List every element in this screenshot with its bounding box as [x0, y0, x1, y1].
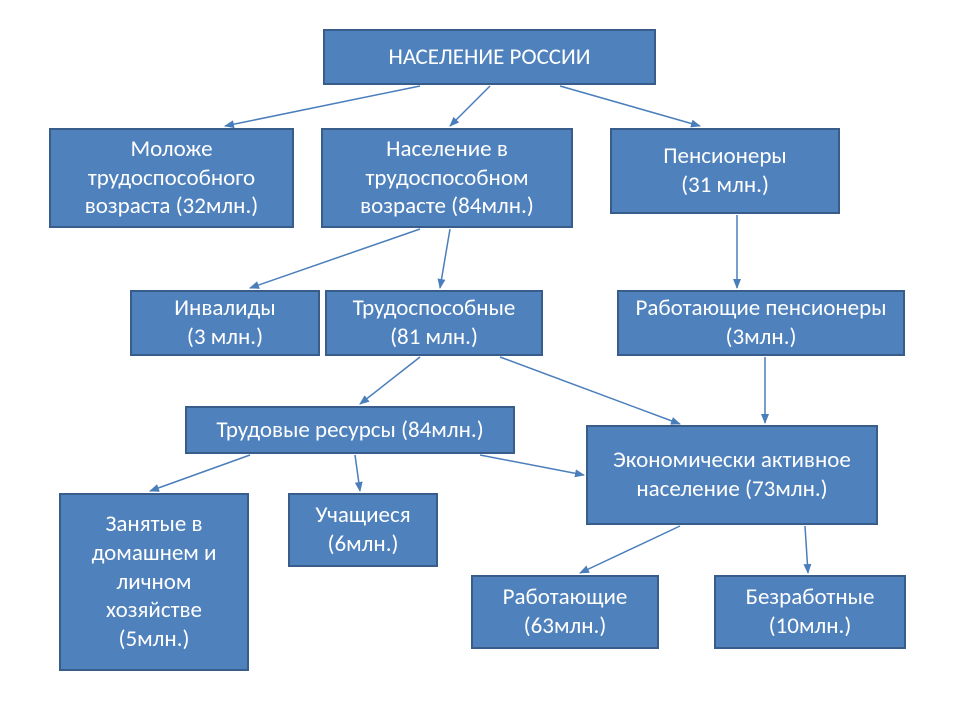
- node-label: Работающие (63млн.): [503, 583, 628, 641]
- node-label: Трудовые ресурсы (84млн.): [216, 416, 483, 445]
- node-economically-active: Экономически активное население (73млн.): [586, 425, 878, 525]
- node-root: НАСЕЛЕНИЕ РОССИИ: [323, 29, 656, 85]
- node-label: Население в трудоспособном возрасте (84м…: [331, 135, 563, 221]
- edge-workage-to-able: [440, 229, 450, 288]
- node-label: Безработные (10млн.): [746, 583, 875, 641]
- node-students: Учащиеся (6млн.): [288, 493, 438, 567]
- node-household: Занятые в домашнем и личном хозяйстве (5…: [59, 493, 249, 671]
- node-working: Работающие (63млн.): [471, 575, 659, 649]
- node-label: Моложе трудоспособного возраста (32млн.): [59, 135, 284, 221]
- diagram-canvas: НАСЕЛЕНИЕ РОССИИ Моложе трудоспособного …: [0, 0, 960, 720]
- node-label: Работающие пенсионеры (3млн.): [627, 294, 895, 352]
- edge-root-to-pension: [560, 86, 700, 126]
- node-labor-resources: Трудовые ресурсы (84млн.): [185, 406, 515, 454]
- node-pensioners: Пенсионеры (31 млн.): [610, 128, 840, 214]
- node-label: Пенсионеры (31 млн.): [663, 142, 786, 200]
- node-younger: Моложе трудоспособного возраста (32млн.): [49, 128, 294, 228]
- node-working-pensioners: Работающие пенсионеры (3млн.): [617, 290, 905, 356]
- edge-root-to-workage: [450, 86, 490, 126]
- node-working-age: Население в трудоспособном возрасте (84м…: [321, 128, 573, 228]
- node-label: Учащиеся (6млн.): [315, 501, 410, 559]
- edge-labres-to-students: [355, 455, 360, 491]
- node-able-bodied: Трудоспособные (81 млн.): [325, 290, 543, 356]
- node-label: Инвалиды (3 млн.): [174, 294, 275, 352]
- edge-labres-to-econact: [480, 455, 584, 475]
- node-unemployed: Безработные (10млн.): [714, 575, 906, 649]
- edge-able-to-econact: [500, 357, 680, 424]
- node-label: Экономически активное население (73млн.): [596, 446, 868, 504]
- edge-econact-to-working: [580, 526, 680, 573]
- edge-able-to-labres: [360, 357, 420, 404]
- node-label: НАСЕЛЕНИЕ РОССИИ: [388, 43, 590, 72]
- edge-labres-to-household: [150, 455, 250, 491]
- node-disabled: Инвалиды (3 млн.): [130, 290, 320, 356]
- edge-workage-to-disabled: [250, 229, 420, 288]
- edge-root-to-younger: [225, 86, 420, 126]
- node-label: Занятые в домашнем и личном хозяйстве (5…: [69, 510, 239, 654]
- edge-econact-to-unempl: [805, 526, 808, 573]
- node-label: Трудоспособные (81 млн.): [353, 294, 516, 352]
